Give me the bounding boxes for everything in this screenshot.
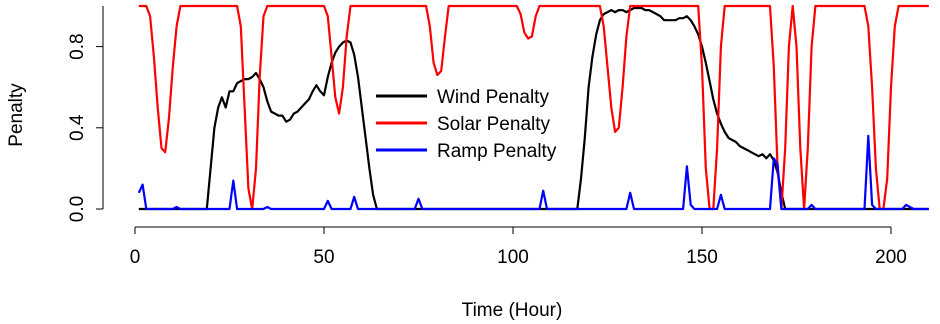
x-axis: 0 50 100 150 200	[130, 226, 907, 268]
solar-penalty-line	[138, 4, 929, 211]
x-tick-label: 100	[497, 247, 529, 268]
wind-penalty-line	[138, 6, 929, 211]
legend-label-ramp-penalty: Ramp Penalty	[437, 141, 557, 162]
ramp-penalty-line	[137, 134, 929, 211]
x-tick-label: 50	[313, 247, 334, 268]
y-tick-label: 0.0	[67, 196, 88, 222]
legend-label-solar-penalty: Solar Penalty	[437, 114, 551, 135]
y-axis-title: Penalty	[6, 83, 27, 147]
x-tick-label: 0	[130, 247, 141, 268]
y-tick-label: 0.8	[67, 33, 88, 59]
x-tick-label: 200	[875, 247, 907, 268]
x-axis-title: Time (Hour)	[462, 300, 563, 321]
series-layer	[137, 4, 929, 211]
y-axis: 0.0 0.4 0.8	[67, 6, 104, 222]
y-tick-label: 0.4	[67, 114, 88, 141]
x-tick-label: 150	[686, 247, 718, 268]
legend: Wind Penalty Solar Penalty Ramp Penalty	[376, 87, 557, 162]
legend-label-wind-penalty: Wind Penalty	[437, 87, 549, 108]
